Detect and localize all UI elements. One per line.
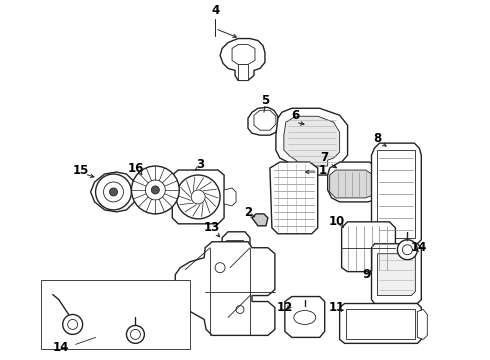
Text: 2: 2: [244, 206, 252, 219]
Circle shape: [131, 166, 179, 214]
Polygon shape: [172, 170, 224, 224]
Polygon shape: [238, 64, 248, 80]
Text: 16: 16: [127, 162, 144, 175]
Circle shape: [63, 315, 83, 334]
Text: 13: 13: [204, 221, 220, 234]
Polygon shape: [330, 170, 373, 198]
Text: 14: 14: [411, 241, 427, 254]
Polygon shape: [232, 45, 255, 64]
Circle shape: [176, 175, 220, 219]
Circle shape: [130, 329, 141, 339]
Polygon shape: [417, 310, 427, 339]
Circle shape: [68, 319, 77, 329]
Text: 1: 1: [318, 163, 327, 176]
Text: 8: 8: [373, 132, 382, 145]
Text: 3: 3: [196, 158, 204, 171]
Circle shape: [215, 263, 225, 273]
Text: 9: 9: [363, 268, 370, 281]
Text: 14: 14: [52, 341, 69, 354]
Polygon shape: [377, 254, 416, 296]
Ellipse shape: [294, 310, 316, 324]
Polygon shape: [224, 188, 236, 206]
Text: 4: 4: [211, 4, 219, 17]
Polygon shape: [285, 297, 325, 337]
Polygon shape: [252, 214, 268, 226]
Circle shape: [110, 188, 118, 196]
Polygon shape: [371, 244, 421, 303]
Polygon shape: [248, 107, 278, 135]
Circle shape: [126, 325, 145, 343]
Circle shape: [402, 245, 413, 255]
Circle shape: [151, 186, 159, 194]
Polygon shape: [328, 162, 379, 202]
Polygon shape: [254, 110, 276, 130]
Text: 12: 12: [277, 301, 293, 314]
Text: 11: 11: [328, 301, 345, 314]
Circle shape: [397, 240, 417, 260]
Polygon shape: [284, 116, 340, 166]
Text: 5: 5: [261, 94, 269, 107]
Polygon shape: [342, 222, 395, 272]
Text: 7: 7: [320, 150, 329, 163]
Text: 10: 10: [328, 215, 345, 228]
Circle shape: [236, 306, 244, 314]
Polygon shape: [91, 172, 136, 212]
Polygon shape: [220, 39, 265, 80]
Circle shape: [96, 174, 131, 210]
Polygon shape: [270, 162, 318, 234]
Circle shape: [103, 182, 123, 202]
Polygon shape: [276, 108, 347, 175]
Bar: [377, 150, 416, 238]
Polygon shape: [222, 232, 250, 274]
Polygon shape: [226, 240, 243, 270]
Circle shape: [146, 180, 165, 200]
Text: 15: 15: [73, 163, 89, 176]
Polygon shape: [371, 143, 421, 244]
Bar: [41, 280, 190, 349]
Polygon shape: [340, 303, 421, 343]
Text: 6: 6: [292, 109, 300, 122]
Bar: [345, 310, 416, 339]
Circle shape: [191, 190, 205, 204]
Polygon shape: [175, 242, 275, 336]
